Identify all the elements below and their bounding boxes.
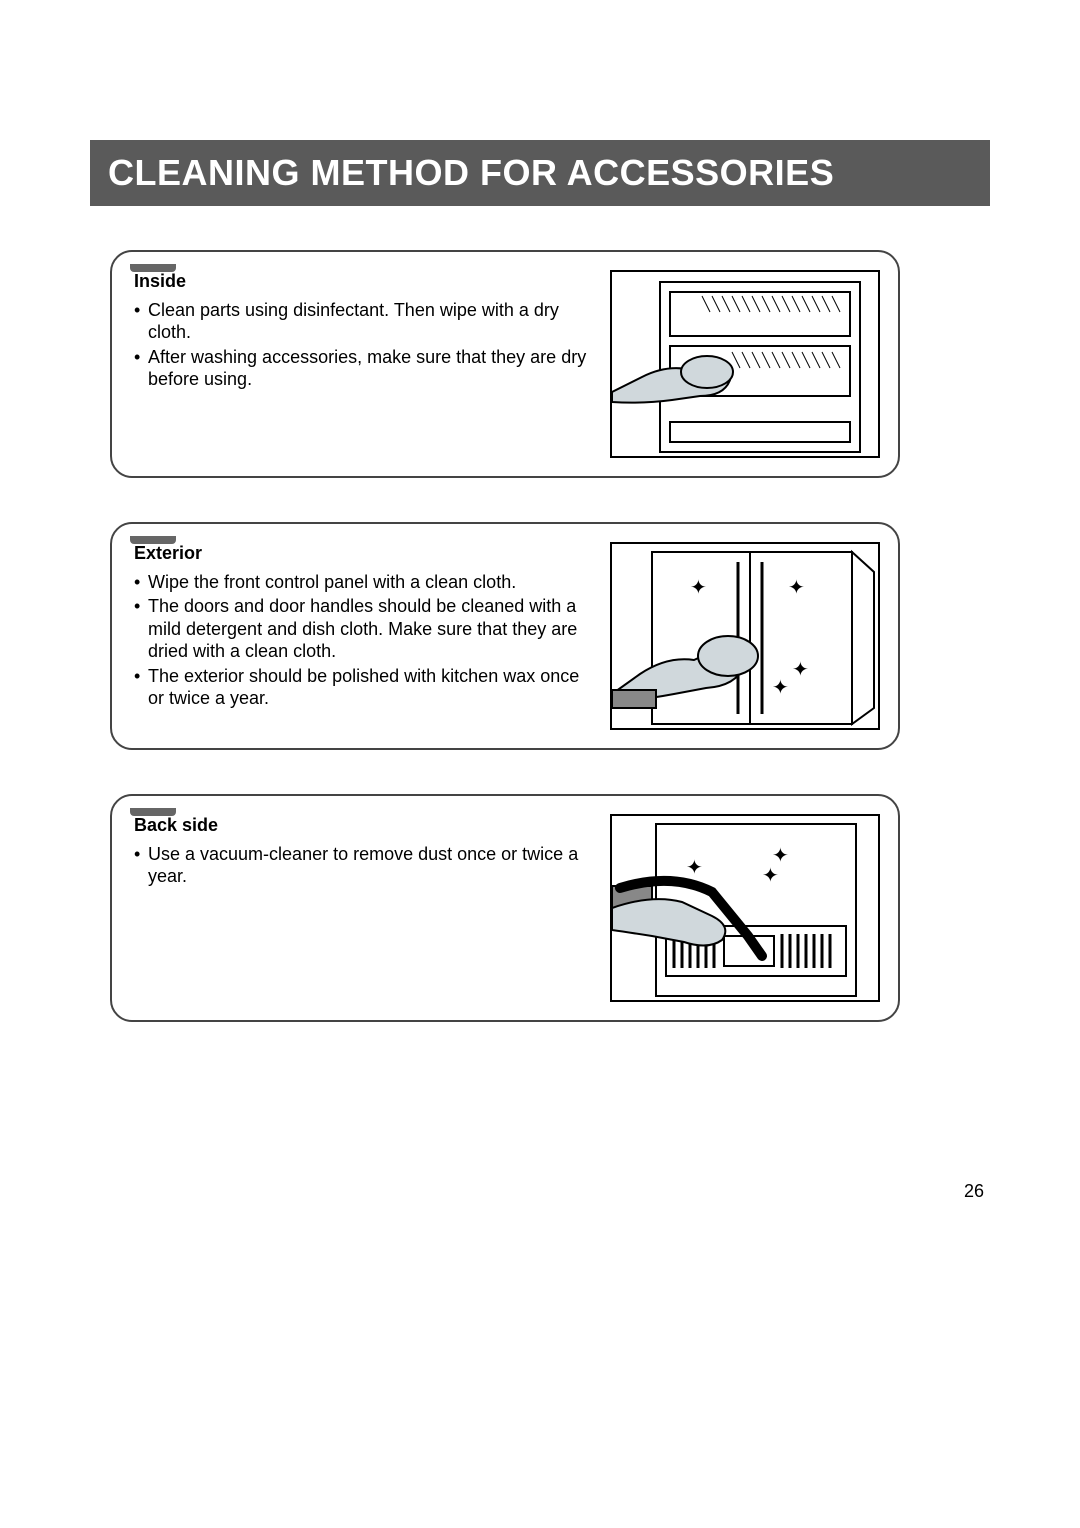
svg-text:✦: ✦: [772, 845, 789, 867]
svg-text:✦: ✦: [686, 857, 703, 879]
section-exterior-text: Exterior Wipe the front control panel wi…: [134, 542, 610, 712]
inside-cleaning-icon: [612, 272, 880, 458]
section-exterior-bullets: Wipe the front control panel with a clea…: [134, 571, 594, 710]
section-backside-bullets: Use a vacuum-cleaner to remove dust once…: [134, 843, 594, 888]
heading-wrap: Back side: [134, 814, 594, 837]
section-inside-inner: Inside Clean parts using disinfectant. T…: [112, 270, 898, 458]
exterior-cleaning-icon: ✦ ✦ ✦ ✦: [612, 544, 880, 730]
section-inside-bullets: Clean parts using disinfectant. Then wip…: [134, 299, 594, 391]
section-backside-inner: Back side Use a vacuum-cleaner to remove…: [112, 814, 898, 1002]
section-backside-heading: Back side: [134, 814, 218, 837]
section-backside-text: Back side Use a vacuum-cleaner to remove…: [134, 814, 610, 890]
list-item: After washing accessories, make sure tha…: [134, 346, 594, 391]
list-item: The doors and door handles should be cle…: [134, 595, 594, 663]
page-title-bar: CLEANING METHOD FOR ACCESSORIES: [90, 140, 990, 206]
section-exterior-inner: Exterior Wipe the front control panel wi…: [112, 542, 898, 730]
section-inside: Inside Clean parts using disinfectant. T…: [110, 250, 900, 478]
heading-wrap: Exterior: [134, 542, 594, 565]
illustration-exterior: ✦ ✦ ✦ ✦: [610, 542, 880, 730]
section-exterior-heading: Exterior: [134, 542, 202, 565]
section-backside: Back side Use a vacuum-cleaner to remove…: [110, 794, 900, 1022]
backside-cleaning-icon: ✦ ✦ ✦: [612, 816, 880, 1002]
list-item: Clean parts using disinfectant. Then wip…: [134, 299, 594, 344]
svg-text:✦: ✦: [788, 577, 805, 599]
manual-page: CLEANING METHOD FOR ACCESSORIES Inside C…: [0, 0, 1080, 1022]
svg-text:✦: ✦: [690, 577, 707, 599]
svg-text:✦: ✦: [772, 677, 789, 699]
list-item: Wipe the front control panel with a clea…: [134, 571, 594, 594]
section-inside-heading: Inside: [134, 270, 186, 293]
svg-text:✦: ✦: [762, 865, 779, 887]
illustration-inside: [610, 270, 880, 458]
heading-wrap: Inside: [134, 270, 594, 293]
list-item: The exterior should be polished with kit…: [134, 665, 594, 710]
section-exterior: Exterior Wipe the front control panel wi…: [110, 522, 900, 750]
page-number: 26: [964, 1181, 984, 1202]
illustration-backside: ✦ ✦ ✦: [610, 814, 880, 1002]
svg-text:✦: ✦: [792, 659, 809, 681]
page-title: CLEANING METHOD FOR ACCESSORIES: [108, 152, 834, 193]
list-item: Use a vacuum-cleaner to remove dust once…: [134, 843, 594, 888]
section-inside-text: Inside Clean parts using disinfectant. T…: [134, 270, 610, 393]
